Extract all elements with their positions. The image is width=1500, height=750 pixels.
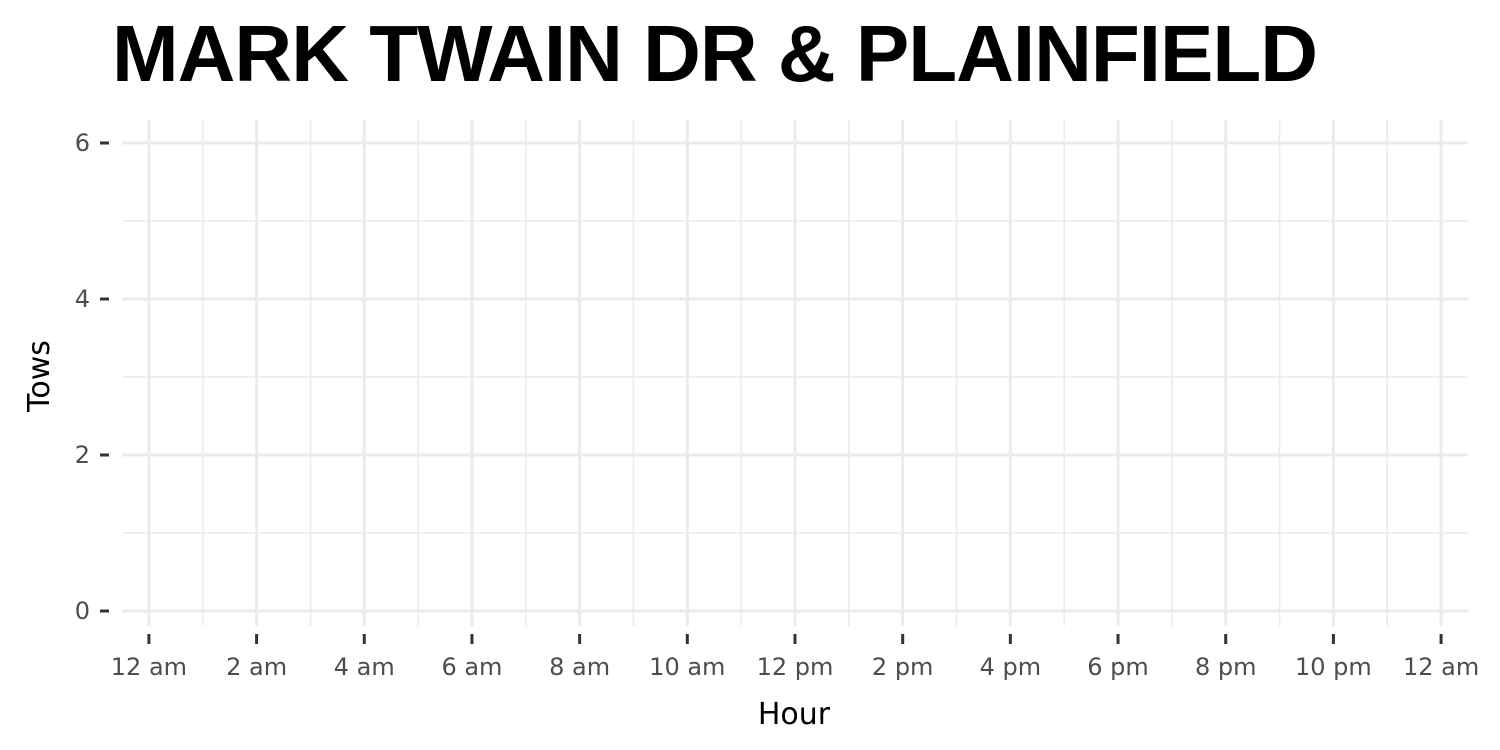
y-tick-label: 0	[75, 597, 90, 625]
x-tick-label: 2 pm	[872, 653, 934, 681]
y-tick-label: 6	[75, 129, 90, 157]
chart-title: MARK TWAIN DR & PLAINFIELD	[112, 9, 1318, 98]
x-tick-label: 8 am	[549, 653, 610, 681]
x-tick-label: 4 am	[334, 653, 395, 681]
x-tick-label: 12 pm	[757, 653, 834, 681]
x-tick-label: 10 pm	[1295, 653, 1372, 681]
x-tick-label: 10 am	[649, 653, 725, 681]
x-tick-label: 6 pm	[1087, 653, 1149, 681]
x-tick-label: 4 pm	[980, 653, 1042, 681]
label-layer: 0 2 4 6 12 am 2 am 4 am 6 am 8 am 10 am 12 pm 2 pm 4…	[75, 129, 1479, 681]
y-tick-label: 2	[75, 441, 90, 469]
x-tick-label: 8 pm	[1195, 653, 1257, 681]
x-tick-label: 6 am	[441, 653, 502, 681]
x-axis-title: Hour	[758, 697, 831, 732]
x-tick-label: 12 am	[1403, 653, 1479, 681]
tick-layer	[100, 141, 1443, 644]
x-tick-label: 2 am	[226, 653, 287, 681]
grid-layer	[122, 120, 1468, 626]
x-tick-label: 12 am	[111, 653, 187, 681]
y-axis-title: Tows	[22, 340, 57, 413]
y-tick-label: 4	[75, 285, 90, 313]
